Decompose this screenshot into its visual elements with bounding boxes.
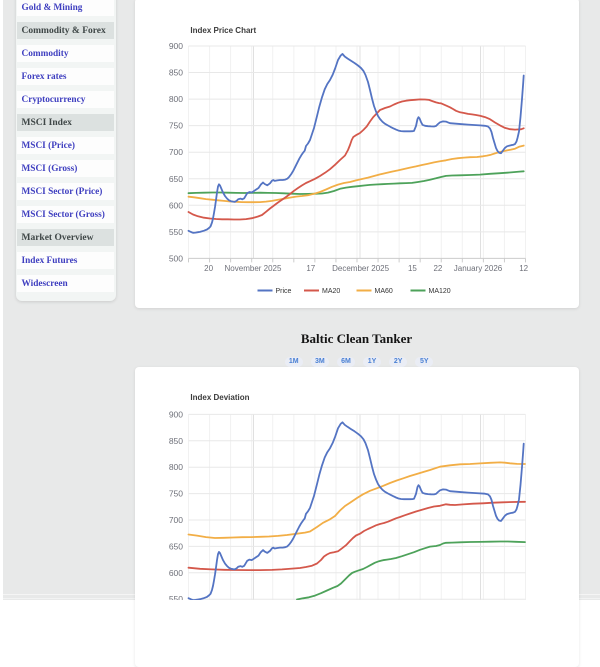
svg-text:600: 600 (169, 200, 183, 210)
svg-text:12: 12 (519, 264, 528, 273)
svg-text:500: 500 (169, 253, 183, 263)
svg-text:MA20: MA20 (322, 288, 340, 295)
svg-text:550: 550 (169, 594, 183, 600)
svg-text:December 2025: December 2025 (332, 264, 389, 273)
svg-text:650: 650 (169, 541, 183, 551)
svg-text:550: 550 (169, 227, 183, 237)
svg-text:20: 20 (204, 264, 213, 273)
svg-text:November 2025: November 2025 (225, 264, 282, 273)
svg-text:22: 22 (433, 264, 442, 273)
svg-text:MA120: MA120 (429, 288, 451, 295)
svg-text:15: 15 (408, 264, 417, 273)
svg-text:January 2026: January 2026 (454, 264, 503, 273)
svg-text:700: 700 (169, 147, 183, 157)
svg-text:Price: Price (276, 288, 292, 295)
svg-text:650: 650 (169, 174, 183, 184)
svg-text:Index Deviation: Index Deviation (190, 393, 249, 402)
svg-text:750: 750 (169, 489, 183, 499)
svg-text:850: 850 (169, 68, 183, 78)
svg-text:MA60: MA60 (375, 288, 393, 295)
svg-text:800: 800 (169, 94, 183, 104)
svg-text:Index Price Chart: Index Price Chart (190, 26, 256, 35)
svg-text:700: 700 (169, 515, 183, 525)
svg-text:750: 750 (169, 121, 183, 131)
svg-text:800: 800 (169, 462, 183, 472)
svg-text:900: 900 (169, 409, 183, 419)
svg-text:17: 17 (306, 264, 315, 273)
svg-text:600: 600 (169, 568, 183, 578)
svg-text:850: 850 (169, 436, 183, 446)
svg-text:900: 900 (169, 41, 183, 51)
